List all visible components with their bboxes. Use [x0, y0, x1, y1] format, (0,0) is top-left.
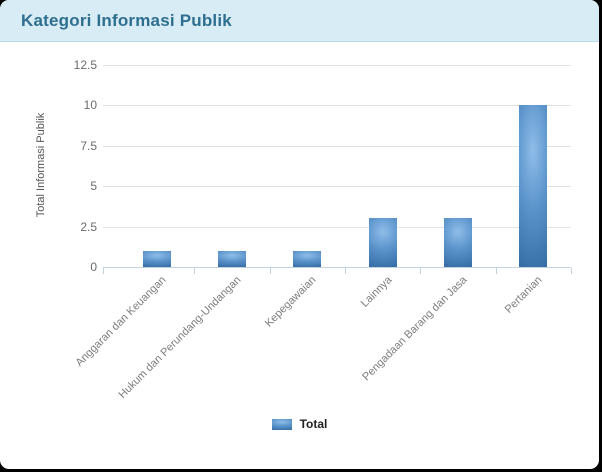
x-axis-tick	[571, 268, 572, 274]
y-axis-tick-label: 12.5	[73, 57, 97, 72]
gridline	[103, 145, 571, 147]
x-axis-tick	[194, 268, 196, 274]
page-title: Kategori Informasi Publik	[21, 10, 232, 30]
x-axis-label: Pengadaan Barang dan Jasa	[360, 274, 470, 384]
y-axis-tick-label: 5	[90, 179, 97, 193]
y-axis-tick-label: 10	[83, 98, 97, 112]
x-axis-label: Hukum dan Perundang-Undangan	[116, 274, 244, 401]
x-axis-line	[103, 267, 571, 268]
gridline	[103, 186, 571, 187]
x-axis-label: Anggaran dan Keuangan	[73, 274, 169, 369]
legend-swatch-total[interactable]	[271, 418, 292, 430]
bar[interactable]	[293, 251, 322, 267]
x-axis-tick	[495, 268, 497, 274]
y-axis-tick-label: 0	[90, 260, 97, 274]
bar[interactable]	[444, 218, 472, 267]
legend-label-total[interactable]: Total	[299, 417, 328, 431]
x-axis-label: Kepegawaian	[263, 274, 319, 330]
legend: Total	[0, 417, 599, 431]
x-axis-tick	[345, 268, 346, 274]
y-axis-title: Total Informasi Publik	[35, 112, 47, 218]
gridline	[103, 64, 571, 66]
x-axis-tick	[420, 268, 422, 274]
chart-area: Total Informasi Publik Total 0 2.5 5 7.5 10 1…	[0, 42, 599, 469]
x-axis-tick	[269, 268, 271, 274]
bar[interactable]	[519, 105, 548, 267]
bar[interactable]	[142, 251, 171, 267]
x-axis-label: Lainnya	[358, 274, 395, 310]
gridline	[103, 105, 571, 106]
x-axis-tick	[103, 268, 104, 274]
x-axis-label: Pertanian	[502, 274, 545, 316]
y-axis-tick-label: 7.5	[80, 138, 97, 153]
y-axis-tick-label: 2.5	[80, 219, 97, 234]
bar[interactable]	[218, 251, 246, 267]
card-header: Kategori Informasi Publik	[0, 0, 599, 42]
gridline	[103, 226, 571, 228]
bar[interactable]	[368, 218, 397, 267]
